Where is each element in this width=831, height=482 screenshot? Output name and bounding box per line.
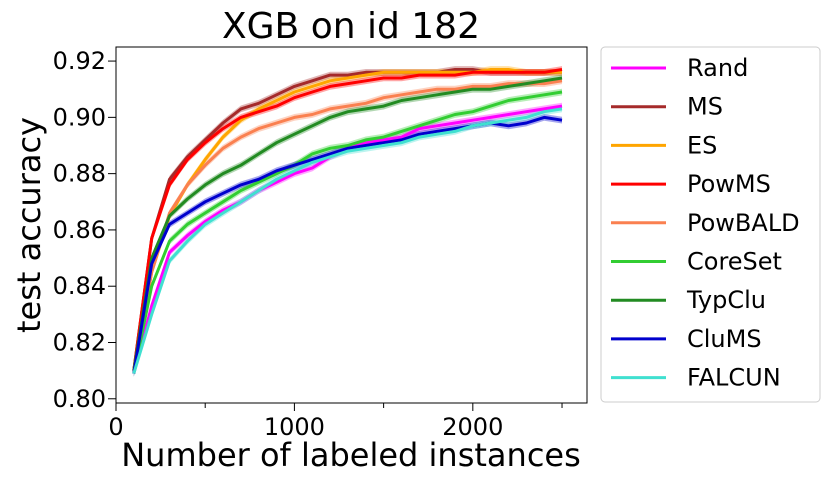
x-axis: 0 1000 2000 [108, 403, 563, 441]
legend-label-es: ES [687, 131, 717, 159]
plot-area [132, 66, 563, 377]
series-line-falcun [132, 107, 563, 374]
legend-label-coreset: CoreSet [687, 248, 782, 276]
y-axis-label: test accuracy [10, 117, 48, 333]
y-tick-label: 0.90 [53, 103, 106, 131]
series-line-coreset [132, 90, 563, 374]
legend-label-powms: PowMS [687, 170, 771, 198]
y-tick-label: 0.92 [53, 47, 106, 75]
x-tick-label: 2000 [442, 413, 503, 441]
y-tick-label: 0.84 [53, 272, 106, 300]
y-axis: 0.80 0.82 0.84 0.86 0.88 0.90 0.92 [53, 47, 116, 413]
series-line-powbald [132, 79, 563, 371]
series-line-clums [132, 115, 563, 374]
legend: Rand MS ES PowMS PowBALD CoreSet TypClu CluMS FA… [600, 46, 821, 403]
series-line-typclu [132, 76, 563, 371]
legend-label-powbald: PowBALD [687, 209, 800, 237]
x-tick-label: 1000 [264, 413, 325, 441]
plot-frame [115, 46, 588, 404]
series-line-es [132, 68, 562, 371]
legend-label-falcun: FALCUN [687, 364, 781, 392]
y-tick-label: 0.86 [53, 216, 106, 244]
legend-label-typclu: TypClu [686, 286, 766, 314]
x-axis-label: Number of labeled instances [121, 436, 581, 474]
legend-box [600, 46, 821, 403]
legend-label-ms: MS [687, 93, 723, 121]
y-tick-label: 0.82 [53, 328, 106, 356]
legend-label-clums: CluMS [687, 325, 762, 353]
legend-label-rand: Rand [687, 54, 748, 82]
y-tick-label: 0.80 [53, 385, 106, 413]
chart-title: XGB on id 182 [222, 6, 480, 47]
x-tick-label: 0 [108, 413, 123, 441]
y-tick-label: 0.88 [53, 160, 106, 188]
series-line-powms [132, 68, 563, 371]
